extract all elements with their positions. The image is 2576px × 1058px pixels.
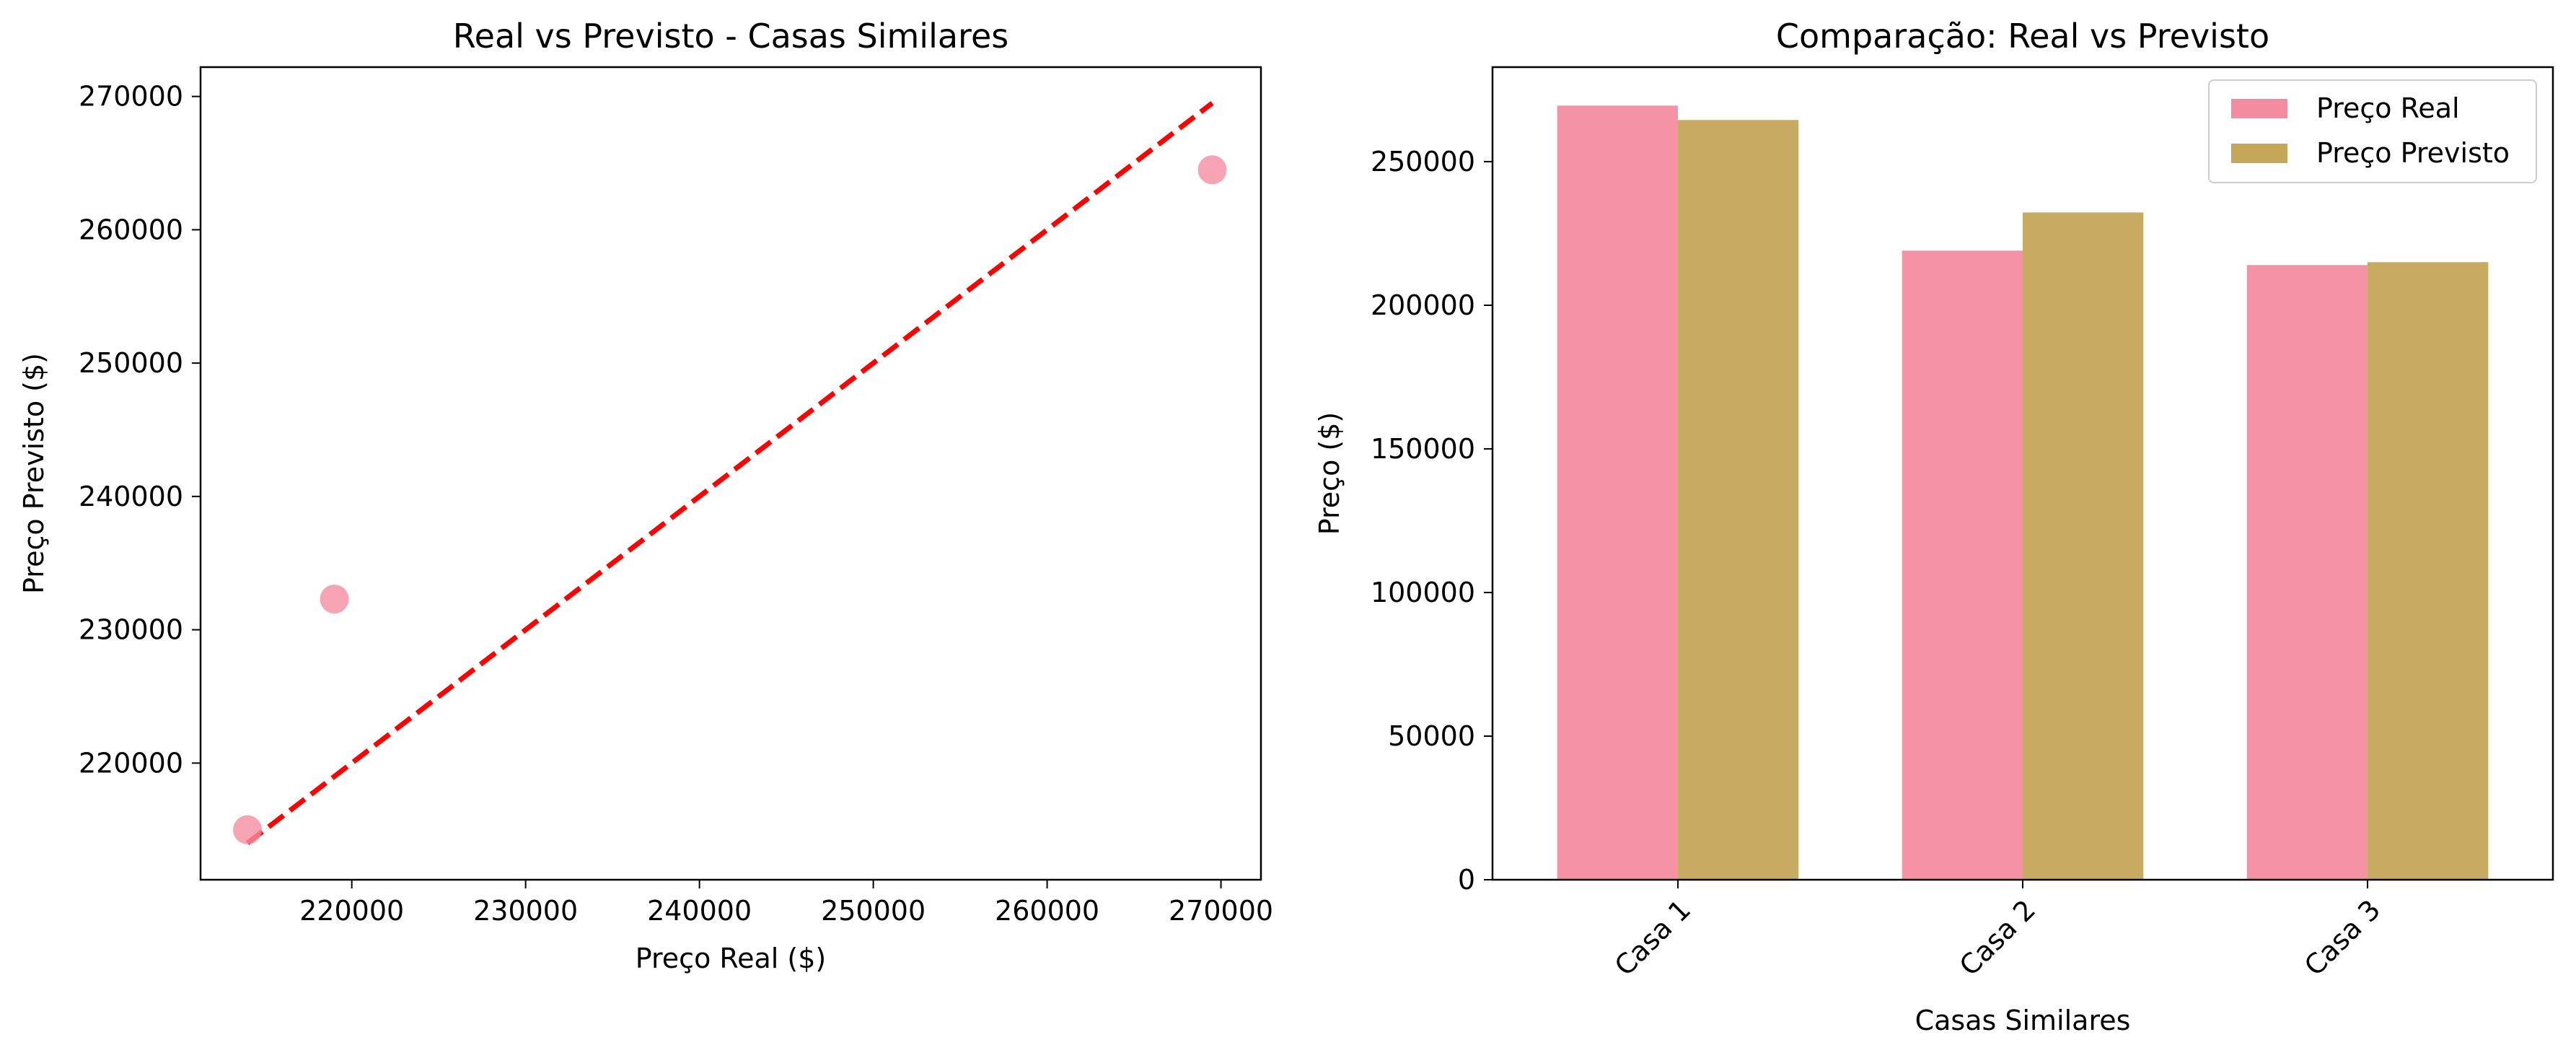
scatter-chart-title: Real vs Previsto - Casas Similares — [453, 17, 1008, 56]
category-label: Casa 2 — [1953, 893, 2041, 982]
category-label: Casa 1 — [1609, 893, 1697, 982]
y-axis-ticks: 220000 230000 240000 250000 260000 270000 — [79, 81, 201, 779]
x-tick-label: 220000 — [299, 895, 404, 927]
bar-chart: Comparação: Real vs Previsto Casa 1 Casa … — [1314, 17, 2554, 1036]
legend-swatch-preco-previsto — [2231, 144, 2287, 163]
y-tick-label: 240000 — [79, 481, 183, 512]
scatter-point-1 — [233, 815, 263, 844]
scatter-point-2 — [320, 585, 349, 614]
legend: Preço Real Preço Previsto — [2208, 79, 2537, 183]
bars-layer — [1557, 105, 2489, 880]
scatter-chart: Real vs Previsto - Casas Similares 22000… — [18, 17, 1273, 974]
y-axis-ticks: 0 50000 100000 150000 200000 250000 — [1371, 146, 1493, 896]
y-tick-label: 200000 — [1371, 289, 1475, 321]
x-tick-label: 270000 — [1169, 895, 1273, 927]
bar-chart-title: Comparação: Real vs Previsto — [1776, 17, 2269, 56]
y-tick-label: 100000 — [1371, 577, 1475, 608]
legend-label-preco-previsto: Preço Previsto — [2316, 137, 2510, 169]
x-tick-label: 250000 — [821, 895, 926, 927]
scatter-point-3 — [1197, 155, 1227, 185]
reference-line — [245, 101, 1214, 845]
x-tick-label: 260000 — [995, 895, 1099, 927]
legend-box — [2208, 79, 2537, 183]
y-tick-label: 260000 — [79, 214, 183, 245]
bar-plot-frame — [1491, 66, 2554, 881]
y-tick-label: 230000 — [79, 614, 183, 646]
legend-label-preco-real: Preço Real — [2316, 92, 2460, 124]
bar-preco-real-1 — [1557, 105, 1678, 880]
reference-line-layer — [245, 101, 1214, 845]
bar-preco-previsto-3 — [2368, 262, 2489, 880]
y-tick-label: 250000 — [1371, 146, 1475, 178]
x-tick-label: 230000 — [473, 895, 578, 927]
bar-preco-previsto-2 — [2023, 212, 2144, 880]
scatter-points-layer — [233, 155, 1227, 844]
bar-preco-real-2 — [1902, 250, 2023, 880]
bar-y-axis-label: Preço ($) — [1314, 412, 1345, 535]
scatter-plot-frame — [199, 66, 1262, 881]
bar-preco-real-3 — [2246, 265, 2368, 880]
y-tick-label: 270000 — [79, 81, 183, 113]
y-tick-label: 50000 — [1388, 720, 1475, 752]
y-tick-label: 150000 — [1371, 433, 1475, 465]
y-tick-label: 220000 — [79, 747, 183, 779]
x-axis-ticks: 220000 230000 240000 250000 260000 270000 — [299, 880, 1273, 927]
x-tick-label: 240000 — [647, 895, 752, 927]
scatter-y-axis-label: Preço Previsto ($) — [18, 353, 50, 594]
bar-x-axis-label: Casas Similares — [1915, 1005, 2131, 1036]
category-label: Casa 3 — [2298, 893, 2386, 982]
y-tick-label: 0 — [1458, 864, 1475, 896]
category-ticks: Casa 1 Casa 2 Casa 3 — [1609, 880, 2386, 982]
scatter-x-axis-label: Preço Real ($) — [636, 943, 826, 974]
bar-preco-previsto-1 — [1677, 120, 1799, 880]
legend-swatch-preco-real — [2231, 99, 2287, 118]
y-tick-label: 250000 — [79, 347, 183, 379]
